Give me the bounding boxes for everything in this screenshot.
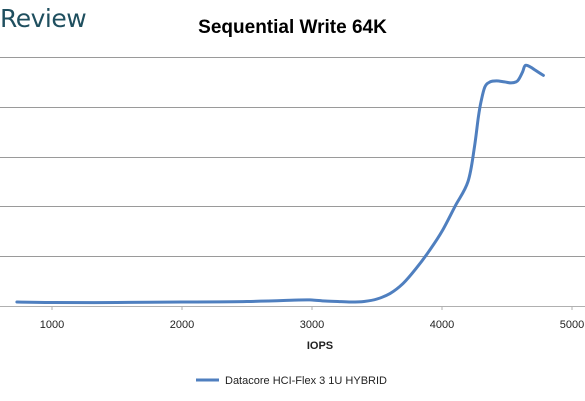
- x-tick-label: 5000: [560, 319, 584, 331]
- gridlines: [0, 57, 585, 307]
- x-tick-label: 2000: [170, 319, 194, 331]
- x-tick-label: 4000: [430, 319, 454, 331]
- brand-logo: Review: [0, 4, 87, 33]
- x-tick-label: 3000: [300, 319, 324, 331]
- legend-label: Datacore HCI-Flex 3 1U HYBRID: [225, 375, 387, 387]
- legend: Datacore HCI-Flex 3 1U HYBRID: [196, 375, 387, 387]
- x-tick-labels: 1000 2000 3000 4000 5000: [40, 306, 584, 331]
- series-line: [15, 63, 545, 305]
- x-axis-label: IOPS: [307, 340, 333, 352]
- chart-title: Sequential Write 64K: [198, 17, 387, 38]
- x-tick-label: 1000: [40, 319, 64, 331]
